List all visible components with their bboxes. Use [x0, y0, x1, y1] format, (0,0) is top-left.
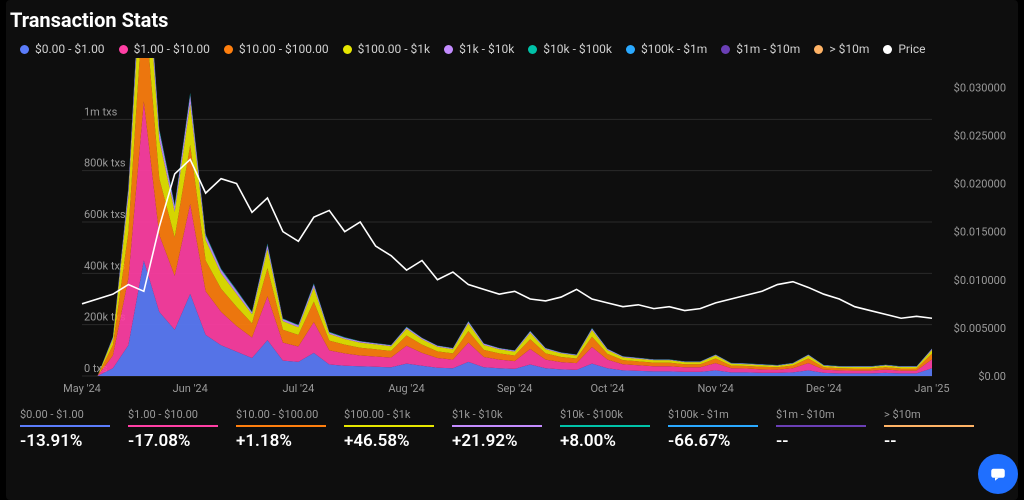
legend-swatch-icon [814, 45, 823, 54]
legend-item[interactable]: $10.00 - $100.00 [224, 42, 329, 56]
summary-stat-value: -13.91% [20, 431, 110, 451]
svg-text:Jun '24: Jun '24 [173, 382, 208, 395]
legend-swatch-icon [721, 45, 730, 54]
legend-label: $1.00 - $10.00 [134, 42, 210, 56]
chart-area: 0 txs200k txs400k txs600k txs800k txs1m … [20, 58, 1004, 398]
legend-label: $100k - $1m [641, 42, 707, 56]
legend-swatch-icon [883, 45, 892, 54]
stacked-area-chart: 0 txs200k txs400k txs600k txs800k txs1m … [20, 58, 1012, 398]
summary-stat[interactable]: $10k - $100k +8.00% [560, 408, 650, 451]
legend-label: Price [898, 42, 925, 56]
summary-stat-value: +8.00% [560, 431, 650, 451]
legend-label: $1k - $10k [459, 42, 514, 56]
summary-stat-label: $1k - $10k [452, 408, 542, 427]
summary-stat-label: $100.00 - $1k [344, 408, 434, 427]
summary-stat[interactable]: $1k - $10k +21.92% [452, 408, 542, 451]
svg-text:Jul '24: Jul '24 [282, 382, 314, 395]
svg-text:600k txs: 600k txs [84, 208, 126, 221]
legend-swatch-icon [528, 45, 537, 54]
svg-text:Sep '24: Sep '24 [497, 382, 533, 395]
legend-item[interactable]: $100k - $1m [626, 42, 707, 56]
summary-stat[interactable]: $0.00 - $1.00 -13.91% [20, 408, 110, 451]
legend-item[interactable]: $1.00 - $10.00 [119, 42, 210, 56]
svg-text:$0.005000: $0.005000 [954, 322, 1006, 335]
svg-text:May '24: May '24 [63, 382, 101, 395]
svg-text:400k txs: 400k txs [84, 259, 126, 272]
legend-label: $10.00 - $100.00 [239, 42, 329, 56]
svg-text:1m txs: 1m txs [84, 105, 118, 118]
svg-text:Jan '25: Jan '25 [914, 382, 949, 395]
legend-label: > $10m [829, 42, 869, 56]
legend-item[interactable]: $1m - $10m [721, 42, 800, 56]
legend-item[interactable]: $1k - $10k [444, 42, 514, 56]
summary-stat-label: > $10m [884, 408, 974, 427]
legend-label: $1m - $10m [736, 42, 800, 56]
summary-stat-label: $100k - $1m [668, 408, 758, 427]
svg-text:$0.030000: $0.030000 [954, 81, 1006, 94]
svg-text:Aug '24: Aug '24 [388, 382, 424, 395]
summary-stat[interactable]: $1m - $10m -- [776, 408, 866, 451]
legend-swatch-icon [343, 45, 352, 54]
svg-text:Dec '24: Dec '24 [806, 382, 842, 395]
legend-item[interactable]: $0.00 - $1.00 [20, 42, 105, 56]
chart-legend: $0.00 - $1.00 $1.00 - $10.00 $10.00 - $100… [6, 36, 1018, 58]
legend-label: $100.00 - $1k [358, 42, 430, 56]
summary-stat-value: -- [884, 431, 974, 451]
svg-text:$0.025000: $0.025000 [954, 129, 1006, 142]
svg-text:Oct '24: Oct '24 [590, 382, 624, 395]
legend-item[interactable]: Price [883, 42, 925, 56]
summary-stat[interactable]: $1.00 - $10.00 -17.08% [128, 408, 218, 451]
summary-stat-value: +46.58% [344, 431, 434, 451]
summary-stat-label: $0.00 - $1.00 [20, 408, 110, 427]
summary-stat-label: $10k - $100k [560, 408, 650, 427]
panel-title: Transaction Stats [6, 0, 1018, 36]
legend-swatch-icon [626, 45, 635, 54]
legend-item[interactable]: $10k - $100k [528, 42, 612, 56]
svg-text:$0.010000: $0.010000 [954, 274, 1006, 287]
summary-stat-value: -66.67% [668, 431, 758, 451]
summary-stat[interactable]: > $10m -- [884, 408, 974, 451]
legend-label: $10k - $100k [543, 42, 612, 56]
legend-item[interactable]: > $10m [814, 42, 869, 56]
transaction-stats-panel: Transaction Stats $0.00 - $1.00 $1.00 - $… [6, 0, 1018, 500]
summary-stat-label: $1m - $10m [776, 408, 866, 427]
svg-text:$0.015000: $0.015000 [954, 226, 1006, 239]
legend-label: $0.00 - $1.00 [35, 42, 105, 56]
summary-stat-value: -- [776, 431, 866, 451]
svg-text:800k txs: 800k txs [84, 157, 126, 170]
legend-swatch-icon [224, 45, 233, 54]
summary-stat-value: +21.92% [452, 431, 542, 451]
summary-stat[interactable]: $10.00 - $100.00 +1.18% [236, 408, 326, 451]
summary-stat-value: -17.08% [128, 431, 218, 451]
chat-icon [989, 465, 1007, 483]
legend-swatch-icon [119, 45, 128, 54]
legend-swatch-icon [20, 45, 29, 54]
legend-swatch-icon [444, 45, 453, 54]
summary-stat-value: +1.18% [236, 431, 326, 451]
legend-item[interactable]: $100.00 - $1k [343, 42, 430, 56]
chat-fab[interactable] [978, 454, 1018, 494]
svg-text:Nov '24: Nov '24 [697, 382, 733, 395]
summary-stat[interactable]: $100k - $1m -66.67% [668, 408, 758, 451]
svg-text:$0.020000: $0.020000 [954, 178, 1006, 191]
summary-stat-label: $10.00 - $100.00 [236, 408, 326, 427]
summary-stat[interactable]: $100.00 - $1k +46.58% [344, 408, 434, 451]
summary-stat-label: $1.00 - $10.00 [128, 408, 218, 427]
summary-stats-row: $0.00 - $1.00 -13.91% $1.00 - $10.00 -17.08… [6, 398, 1018, 451]
svg-text:$0.00: $0.00 [978, 370, 1006, 383]
